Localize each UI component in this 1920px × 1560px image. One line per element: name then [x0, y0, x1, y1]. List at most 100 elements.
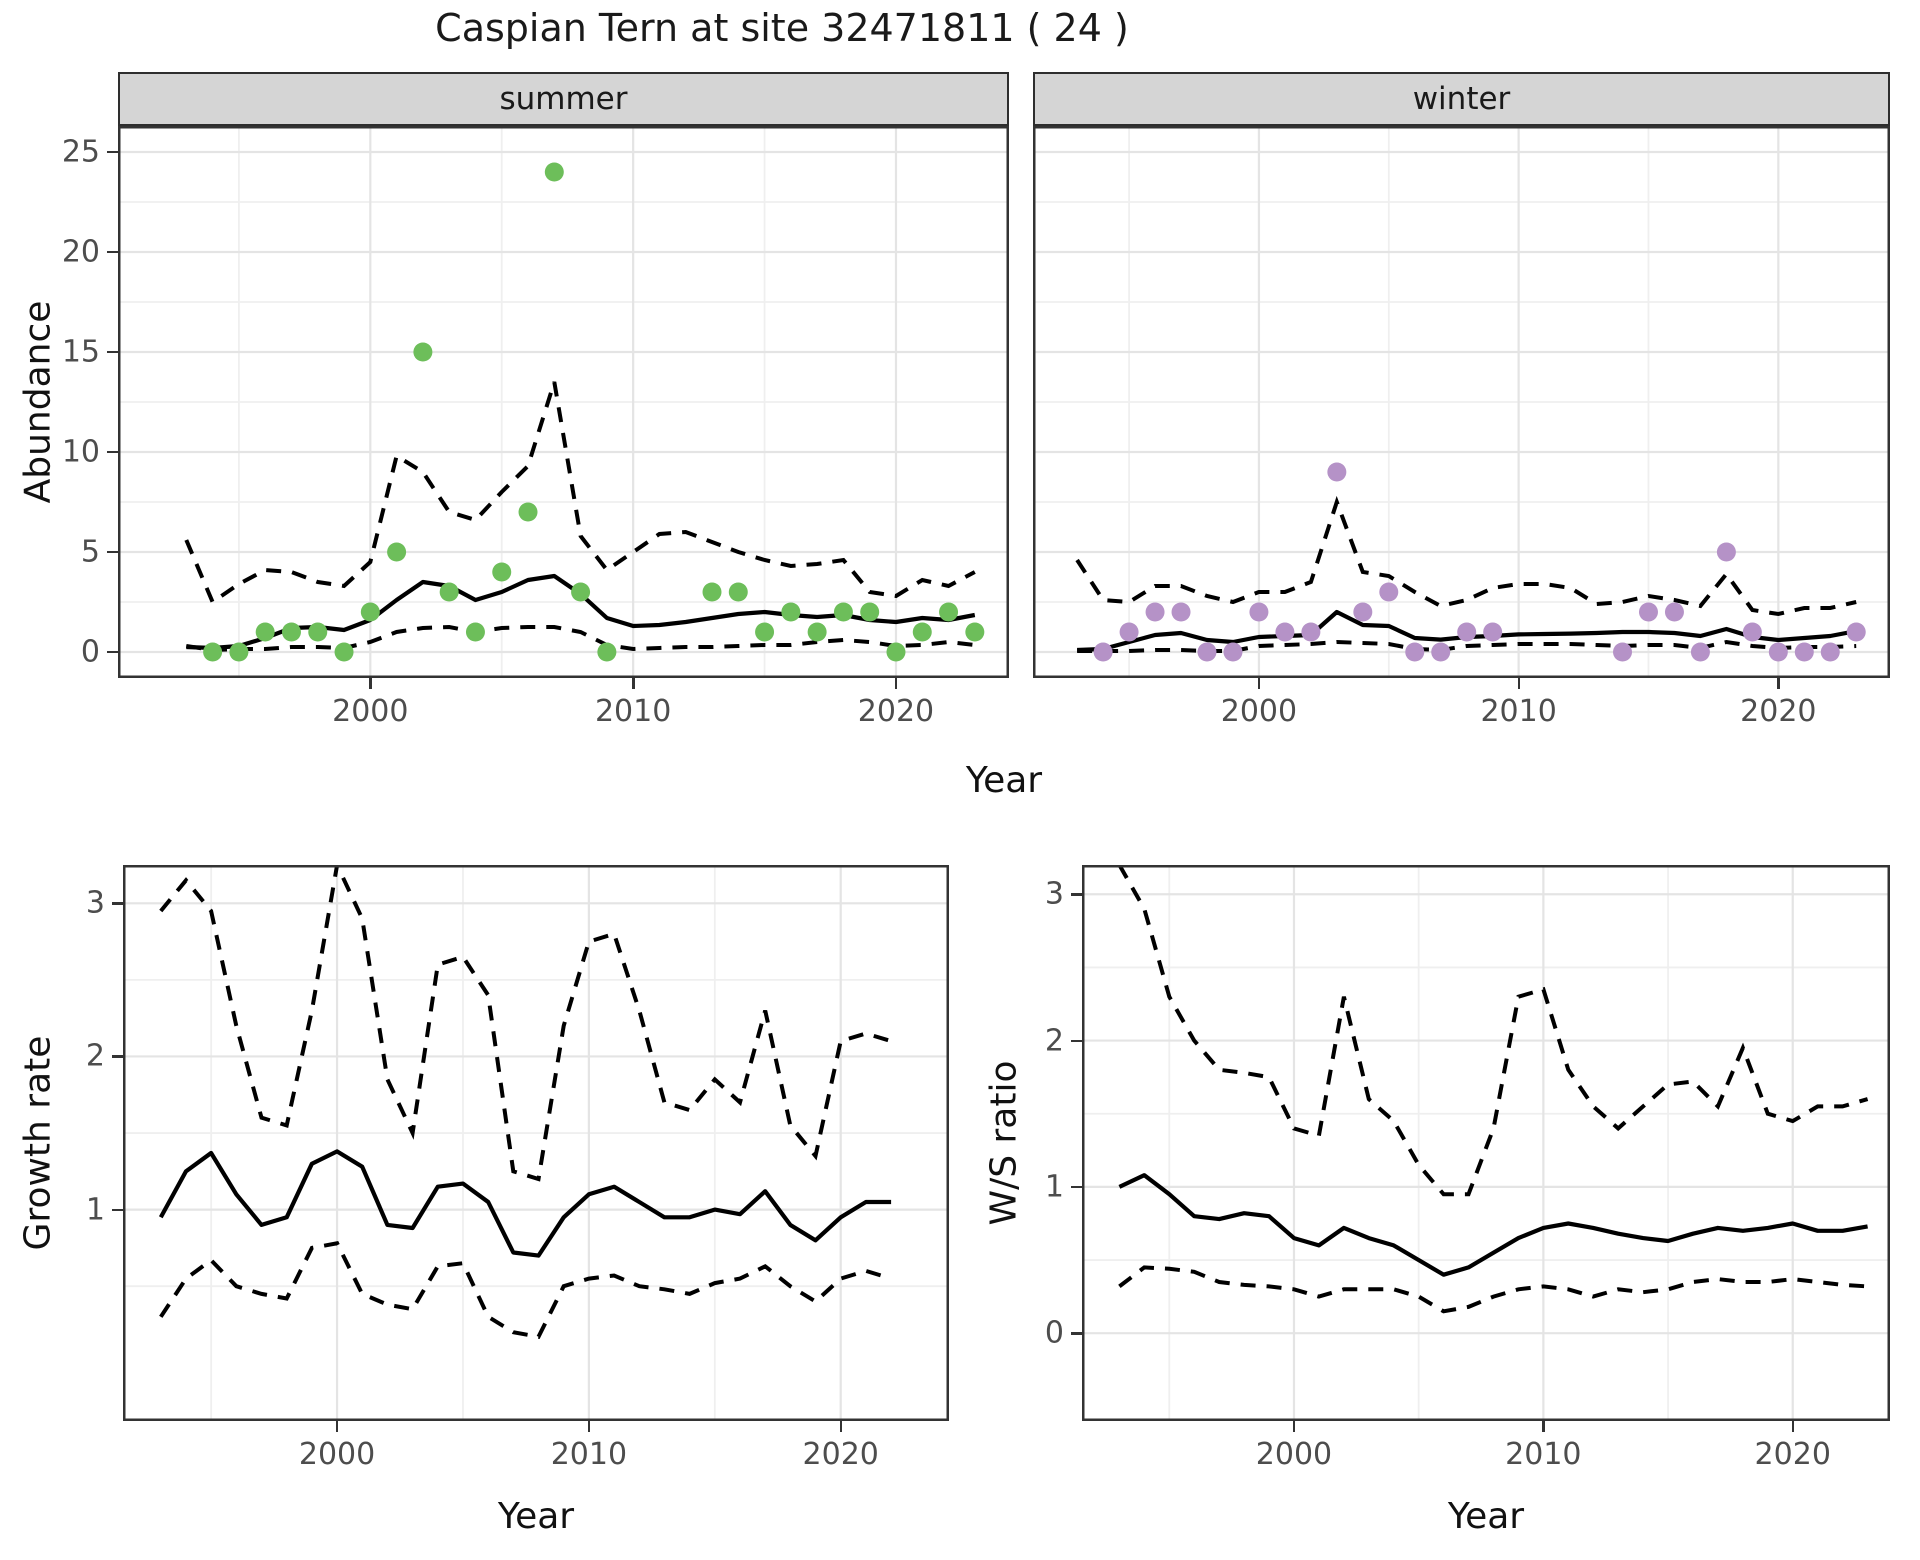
y-tick-label: 0 [80, 634, 100, 670]
abundance-summer-data-point [755, 622, 775, 642]
x-tick-label: 2000 [1220, 694, 1298, 729]
x-tick [632, 678, 635, 689]
growth-rate-panel: 2000 2010 2020 1 2 3 [86, 858, 949, 1472]
x-tick-label: 2010 [550, 1437, 628, 1472]
abundance-winter-data-point [1457, 622, 1477, 642]
abundance-summer-data-point [781, 602, 801, 622]
x-tick-label: 2020 [857, 694, 935, 729]
abundance-winter-data-point [1093, 642, 1113, 662]
y-tick [1071, 1185, 1082, 1189]
abundance-winter-data-point [1275, 622, 1295, 642]
abundance-winter-data-point [1768, 642, 1788, 662]
abundance-summer-data-point [912, 622, 932, 642]
abundance-winter-data-point [1171, 602, 1191, 622]
abundance-summer-upper-ci-line [184, 381, 976, 606]
growth-rate-plot [123, 858, 949, 1421]
abundance-summer-data-point [308, 622, 328, 642]
abundance-winter-data-point [1716, 542, 1736, 562]
abundance-summer-data-point [728, 582, 748, 602]
abundance-winter-data-point [1119, 622, 1139, 642]
abundance-summer-data-point [387, 542, 407, 562]
y-tick-label: 3 [1044, 876, 1064, 912]
page-title: Caspian Tern at site 32471811 ( 24 ) [435, 6, 1129, 50]
abundance-winter-data-point [1431, 642, 1451, 662]
growth-rate-upper-ci-line [159, 858, 892, 1182]
y-tick-label: 3 [85, 885, 105, 921]
abundance-summer-panel: 2000 2010 2020 0 5 10 15 20 25 [62, 126, 1009, 729]
x-tick-label: 2020 [802, 1437, 879, 1472]
x-tick [1257, 678, 1261, 689]
x-tick [369, 678, 372, 689]
ws-ratio-axis-title: W/S ratio [983, 1060, 1025, 1226]
y-tick [107, 651, 118, 654]
abundance-summer-data-point [807, 622, 827, 642]
abundance-summer-data-point [571, 582, 591, 602]
x-tick [839, 1421, 843, 1432]
abundance-winter-data-point [1483, 622, 1503, 642]
abundance-winter-panel: 2000 2010 2020 [1033, 126, 1890, 729]
y-tick-label: 1 [85, 1192, 105, 1228]
x-tick-label: 2000 [332, 694, 409, 729]
abundance-winter-plot [1033, 126, 1890, 678]
abundance-winter-upper-ci-line [1075, 495, 1857, 617]
growth-rate-mean-line [158, 1149, 892, 1258]
abundance-winter-data-point [1379, 582, 1399, 602]
ws-ratio-lower-ci-line [1118, 1265, 1868, 1314]
y-tick [112, 1208, 123, 1212]
y-tick [112, 1055, 123, 1058]
year-axis-title-top: Year [965, 760, 1043, 801]
y-tick [107, 151, 118, 154]
x-tick-label: 2010 [594, 694, 672, 729]
abundance-winter-data-point [1405, 642, 1425, 662]
y-tick-label: 25 [61, 134, 100, 170]
x-tick-label: 2000 [298, 1437, 376, 1472]
abundance-summer-plot [118, 126, 1009, 678]
abundance-winter-data-point [1638, 602, 1658, 622]
ws-ratio-mean-line [1118, 1173, 1868, 1277]
y-tick [1071, 1332, 1082, 1335]
y-tick-label: 0 [1044, 1315, 1064, 1351]
facet-strip-winter: winter [1033, 72, 1890, 126]
abundance-winter-data-point [1742, 622, 1762, 642]
y-tick [107, 351, 118, 354]
abundance-winter-data-point [1223, 642, 1243, 662]
abundance-axis-title: Abundance [17, 300, 59, 504]
x-tick-label: 2010 [1505, 1437, 1582, 1472]
year-axis-title-growth: Year [497, 1496, 575, 1537]
abundance-winter-data-point [1820, 642, 1840, 662]
abundance-summer-data-point [439, 582, 459, 602]
x-tick [1517, 678, 1521, 689]
abundance-summer-data-point [702, 582, 722, 602]
facet-strip-summer: summer [118, 72, 1009, 126]
facet-strip-winter-label: winter [1412, 81, 1511, 117]
abundance-winter-data-point [1249, 602, 1269, 622]
y-tick-label: 2 [85, 1038, 105, 1074]
x-tick-label: 2020 [1740, 694, 1817, 729]
y-tick [107, 451, 118, 454]
abundance-winter-data-point [1353, 602, 1373, 622]
abundance-summer-data-point [203, 642, 223, 662]
y-tick [1071, 1039, 1082, 1042]
x-tick-label: 2000 [1255, 1437, 1333, 1472]
year-axis-title-ws: Year [1447, 1496, 1525, 1537]
y-tick-label: 1 [1044, 1169, 1064, 1205]
abundance-winter-lower-ci-line [1077, 639, 1857, 653]
abundance-winter-data-point [1846, 622, 1866, 642]
abundance-winter-data-point [1327, 462, 1347, 482]
abundance-summer-data-point [465, 622, 485, 642]
y-tick [1071, 893, 1082, 896]
x-tick [894, 678, 898, 689]
abundance-summer-data-point [492, 562, 512, 582]
x-tick-label: 2010 [1480, 694, 1557, 729]
abundance-summer-data-point [518, 502, 538, 522]
x-tick [336, 1421, 339, 1432]
abundance-winter-data-point [1613, 642, 1633, 662]
growth-rate-axis-title: Growth rate [17, 1035, 59, 1251]
x-tick [587, 1421, 591, 1432]
abundance-summer-data-point [281, 622, 301, 642]
x-tick [1791, 1421, 1795, 1432]
abundance-summer-data-point [229, 642, 249, 662]
abundance-winter-data-point [1197, 642, 1217, 662]
x-tick [1777, 678, 1780, 689]
abundance-winter-data-point [1664, 602, 1684, 622]
